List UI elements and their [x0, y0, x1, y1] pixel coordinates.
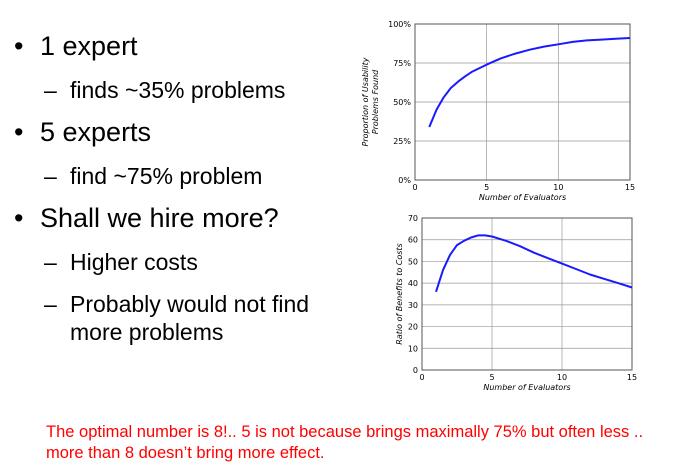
data-series-line — [435, 234, 633, 293]
y-tick-label: 0 — [413, 366, 418, 375]
y-tick-label: 100% — [388, 20, 411, 29]
bullet-marker: • — [14, 117, 24, 147]
sub-bullet-text: find ~75% problem — [70, 163, 263, 189]
bullet-marker: • — [14, 203, 24, 233]
dash-marker: – — [44, 77, 57, 103]
x-tick-label: 10 — [557, 373, 567, 382]
y-tick-label: 30 — [408, 301, 418, 310]
plot-frame — [414, 23, 631, 181]
y-tick-label: 0% — [398, 176, 411, 185]
bullet-list: • 1 expert – finds ~35% problems • 5 experts –… — [14, 30, 354, 346]
y-tick-label: 75% — [393, 59, 411, 68]
x-tick-label: 5 — [484, 183, 489, 192]
bullet-item: • 5 experts — [14, 116, 354, 148]
x-tick-label: 0 — [412, 183, 417, 192]
x-tick-label: 15 — [627, 373, 637, 382]
data-series-line — [428, 37, 631, 128]
dash-marker: – — [44, 249, 57, 275]
sub-bullet-text: Higher costs — [70, 249, 198, 275]
x-tick-label: 5 — [489, 373, 494, 382]
x-axis-label: Number of Evaluators — [483, 383, 570, 392]
y-tick-label: 10 — [408, 344, 418, 353]
bullet-marker: • — [14, 31, 24, 61]
y-axis-label: Problems Found — [371, 69, 380, 134]
x-tick-label: 15 — [625, 183, 635, 192]
sub-bullet-item: – Higher costs — [14, 248, 354, 276]
y-tick-label: 50 — [408, 257, 418, 266]
footnote: The optimal number is 8!.. 5 is not beca… — [46, 423, 644, 462]
y-axis-label: Proportion of Usability — [361, 57, 370, 146]
y-tick-label: 50% — [393, 98, 411, 107]
y-tick-label: 60 — [408, 236, 418, 245]
y-tick-label: 25% — [393, 137, 411, 146]
y-tick-label: 40 — [408, 279, 418, 288]
plot-frame — [421, 217, 633, 371]
sub-bullet-item: – find ~75% problem — [14, 162, 354, 190]
sub-bullet-item: – Probably would not find more problems — [14, 290, 354, 346]
benefit-cost-ratio-chart: 0 10 20 30 40 50 60 70 0 5 10 15 Number of Evaluator… — [395, 214, 637, 392]
y-tick-label: 20 — [408, 323, 418, 332]
bullet-text: 5 experts — [40, 117, 152, 147]
sub-bullet-item: – finds ~35% problems — [14, 76, 354, 104]
bullet-item: • 1 expert — [14, 30, 354, 62]
x-tick-label: 10 — [553, 183, 563, 192]
x-tick-label: 0 — [419, 373, 424, 382]
bullet-text: Shall we hire more? — [40, 203, 279, 233]
sub-bullet-text: finds ~35% problems — [70, 77, 286, 103]
x-axis-label: Number of Evaluators — [479, 193, 566, 202]
y-tick-label: 70 — [408, 214, 418, 223]
usability-problems-chart: 0% 25% 50% 75% 100% 0 5 10 15 Number of Evaluator… — [361, 20, 635, 202]
bullet-text: 1 expert — [40, 31, 138, 61]
sub-bullet-text: Probably would not find more problems — [70, 291, 310, 345]
dash-marker: – — [44, 163, 57, 189]
y-axis-label: Ratio of Benefits to Costs — [395, 243, 404, 344]
bullet-item: • Shall we hire more? — [14, 202, 354, 234]
dash-marker: – — [44, 291, 57, 317]
